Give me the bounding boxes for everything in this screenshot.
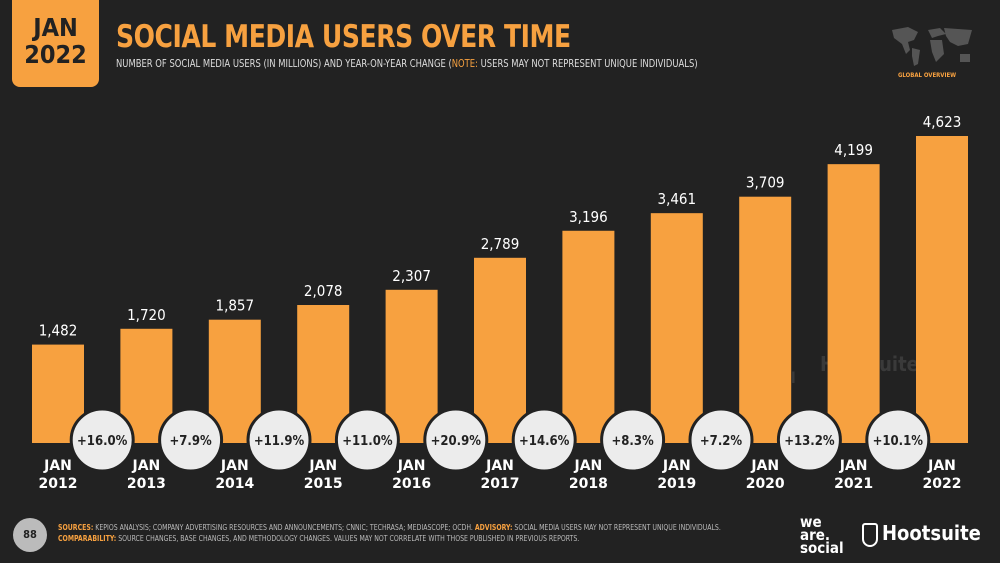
bar [562, 230, 615, 443]
bar [916, 136, 968, 443]
x-tick-label-year: 2020 [746, 476, 785, 492]
sources-note: SOURCES: KEPIOS ANALYSIS; COMPANY ADVERT… [58, 523, 721, 543]
value-label: 2,078 [304, 282, 343, 300]
date-badge: JAN 2022 [12, 0, 99, 87]
page-number: 88 [13, 518, 47, 552]
bar [385, 289, 438, 443]
x-tick-label-year: 2021 [834, 476, 873, 492]
x-tick-label-year: 2012 [39, 476, 78, 492]
yoy-change-circle [69, 407, 135, 473]
x-tick-label-year: 2015 [304, 476, 343, 492]
x-tick-label-month: JAN [750, 458, 779, 474]
yoy-change-circle [600, 407, 666, 473]
x-tick-label-year: 2016 [392, 476, 431, 492]
value-label: 4,199 [834, 141, 873, 159]
value-label: 1,482 [39, 322, 78, 340]
yoy-change-circle [334, 407, 400, 473]
yoy-change-label: +14.6% [519, 434, 570, 449]
subtitle: NUMBER OF SOCIAL MEDIA USERS (IN MILLION… [116, 57, 698, 70]
value-label: 1,720 [127, 306, 166, 324]
yoy-change-label: +20.9% [431, 434, 482, 449]
yoy-change-circle [776, 407, 842, 473]
x-tick-label-month: JAN [397, 458, 426, 474]
x-tick-label-month: JAN [308, 458, 337, 474]
x-tick-label-month: JAN [485, 458, 514, 474]
hootsuite-logo: Hootsuite [862, 521, 981, 547]
value-label: 3,461 [657, 190, 696, 208]
yoy-change-label: +13.2% [784, 434, 835, 449]
bar [474, 257, 526, 443]
x-tick-label-month: JAN [839, 458, 868, 474]
x-tick-label-month: JAN [43, 458, 72, 474]
value-label: 3,196 [569, 208, 608, 226]
yoy-change-circle [158, 407, 224, 473]
x-tick-label-month: JAN [220, 458, 249, 474]
page-title: SOCIAL MEDIA USERS OVER TIME [116, 19, 571, 55]
x-tick-label-month: JAN [574, 458, 603, 474]
yoy-change-circle [246, 407, 312, 473]
world-map-icon [892, 27, 972, 66]
bar [297, 305, 350, 443]
yoy-change-label: +11.0% [342, 434, 393, 449]
value-label: 4,623 [923, 113, 962, 131]
yoy-change-label: +11.9% [254, 434, 305, 449]
value-label: 1,857 [215, 297, 254, 315]
x-tick-label-year: 2018 [569, 476, 608, 492]
bar [739, 196, 792, 443]
bar [827, 164, 880, 443]
we-are-social-logo: we are. social [800, 513, 844, 557]
x-tick-label-month: JAN [132, 458, 161, 474]
bar [650, 213, 703, 443]
yoy-change-circle [865, 407, 931, 473]
section-label: GLOBAL OVERVIEW [898, 72, 957, 79]
yoy-change-label: +7.2% [700, 434, 743, 449]
yoy-change-label: +10.1% [873, 434, 924, 449]
x-tick-label-year: 2013 [127, 476, 166, 492]
yoy-change-circle [688, 407, 754, 473]
yoy-change-label: +7.9% [169, 434, 212, 449]
owl-icon [862, 522, 878, 547]
yoy-change-label: +8.3% [611, 434, 654, 449]
x-tick-label-year: 2017 [481, 476, 520, 492]
x-tick-label-month: JAN [927, 458, 956, 474]
x-tick-label-year: 2022 [923, 476, 962, 492]
x-tick-label-month: JAN [662, 458, 691, 474]
x-tick-label-year: 2019 [657, 476, 696, 492]
yoy-change-circle [511, 407, 577, 473]
yoy-change-label: +16.0% [77, 434, 128, 449]
value-label: 2,789 [481, 235, 520, 253]
value-label: 2,307 [392, 267, 431, 285]
x-tick-label-year: 2014 [215, 476, 254, 492]
value-label: 3,709 [746, 174, 785, 192]
yoy-change-circle [423, 407, 489, 473]
